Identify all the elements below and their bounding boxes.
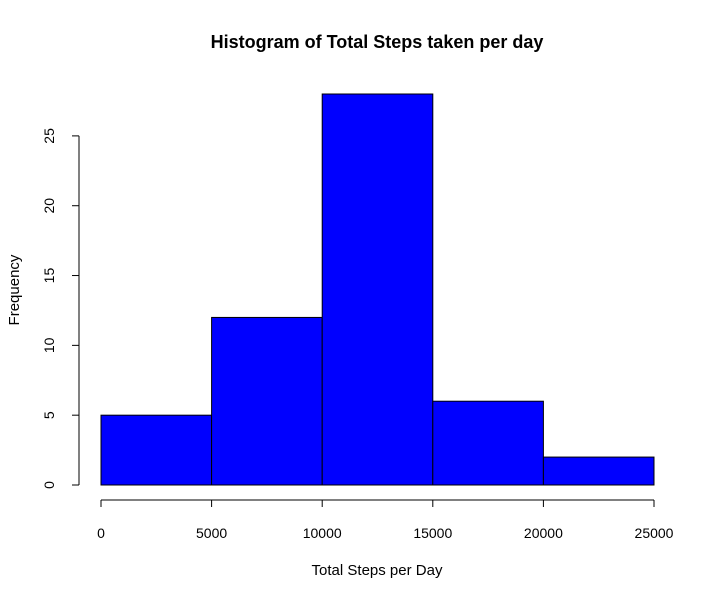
y-tick-label-4: 20 xyxy=(41,198,57,214)
y-tick-label-2: 10 xyxy=(41,337,57,353)
histogram-bar-4 xyxy=(542,456,655,486)
histogram-bar-1 xyxy=(211,316,323,486)
x-axis-label: Total Steps per Day xyxy=(312,562,443,579)
bars-group xyxy=(100,93,655,486)
histogram-bar-0 xyxy=(100,414,213,486)
x-tick-label-1: 5000 xyxy=(196,525,227,541)
x-tick-label-2: 10000 xyxy=(303,525,342,541)
y-tick-label-0: 0 xyxy=(41,481,57,489)
x-tick-label-0: 0 xyxy=(97,525,105,541)
x-tick-label-5: 25000 xyxy=(635,525,674,541)
y-axis: 0 5 10 15 20 25 xyxy=(41,128,80,489)
y-tick-label-5: 25 xyxy=(41,128,57,144)
y-axis-label: Frequency xyxy=(6,254,23,325)
x-tick-label-3: 15000 xyxy=(413,525,452,541)
histogram-bar-2 xyxy=(321,93,434,486)
y-tick-label-3: 15 xyxy=(41,268,57,284)
x-tick-label-4: 20000 xyxy=(524,525,563,541)
chart-title: Histogram of Total Steps taken per day xyxy=(211,32,544,52)
histogram-bar-3 xyxy=(432,400,544,486)
y-tick-label-1: 5 xyxy=(41,411,57,419)
x-axis: 0 5000 10000 15000 20000 25000 xyxy=(97,499,674,541)
